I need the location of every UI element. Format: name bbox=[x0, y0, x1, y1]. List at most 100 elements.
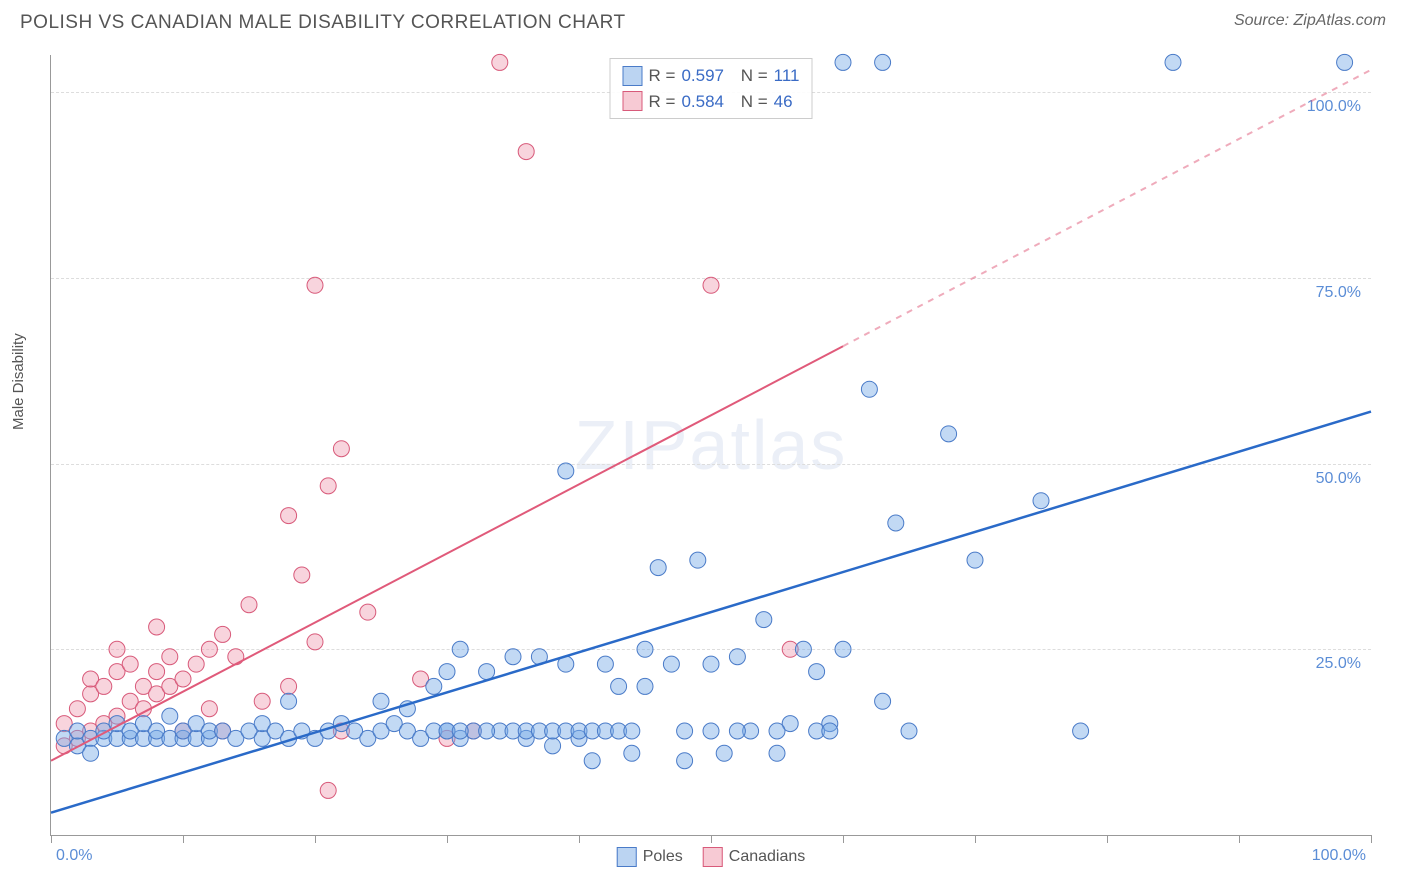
data-point bbox=[677, 753, 693, 769]
data-point bbox=[703, 656, 719, 672]
x-tick bbox=[1239, 835, 1240, 843]
data-point bbox=[809, 664, 825, 680]
legend-item-poles: Poles bbox=[617, 847, 683, 867]
data-point bbox=[835, 641, 851, 657]
stat-n-label: N = bbox=[741, 63, 768, 89]
data-point bbox=[307, 634, 323, 650]
stats-row-poles: R = 0.597 N = 111 bbox=[623, 63, 800, 89]
series-legend: Poles Canadians bbox=[617, 847, 806, 867]
data-point bbox=[624, 723, 640, 739]
data-point bbox=[333, 441, 349, 457]
stats-legend-box: R = 0.597 N = 111 R = 0.584 N = 46 bbox=[610, 58, 813, 119]
data-point bbox=[875, 693, 891, 709]
x-tick bbox=[51, 835, 52, 843]
data-point bbox=[597, 656, 613, 672]
data-point bbox=[835, 54, 851, 70]
data-point bbox=[888, 515, 904, 531]
data-point bbox=[149, 664, 165, 680]
x-axis-max-label: 100.0% bbox=[1312, 847, 1366, 865]
data-point bbox=[122, 656, 138, 672]
data-point bbox=[769, 745, 785, 761]
legend-label: Canadians bbox=[729, 848, 806, 866]
data-point bbox=[703, 723, 719, 739]
data-point bbox=[281, 678, 297, 694]
data-point bbox=[518, 144, 534, 160]
data-point bbox=[241, 597, 257, 613]
swatch-icon bbox=[703, 847, 723, 867]
data-point bbox=[201, 701, 217, 717]
data-point bbox=[215, 626, 231, 642]
source-attribution: Source: ZipAtlas.com bbox=[1234, 12, 1386, 30]
swatch-icon bbox=[623, 66, 643, 86]
data-point bbox=[822, 723, 838, 739]
data-point bbox=[69, 701, 85, 717]
data-point bbox=[624, 745, 640, 761]
data-point bbox=[149, 619, 165, 635]
data-point bbox=[281, 508, 297, 524]
data-point bbox=[175, 671, 191, 687]
data-point bbox=[729, 723, 745, 739]
data-point bbox=[663, 656, 679, 672]
legend-item-canadians: Canadians bbox=[703, 847, 806, 867]
data-point bbox=[901, 723, 917, 739]
data-point bbox=[96, 678, 112, 694]
data-point bbox=[426, 678, 442, 694]
data-point bbox=[162, 649, 178, 665]
data-point bbox=[769, 723, 785, 739]
data-point bbox=[756, 612, 772, 628]
legend-label: Poles bbox=[643, 848, 683, 866]
y-axis-label: Male Disability bbox=[10, 333, 27, 430]
x-tick bbox=[447, 835, 448, 843]
x-tick bbox=[1371, 835, 1372, 843]
data-point bbox=[479, 723, 495, 739]
swatch-icon bbox=[617, 847, 637, 867]
data-point bbox=[703, 277, 719, 293]
data-point bbox=[1073, 723, 1089, 739]
data-point bbox=[677, 723, 693, 739]
swatch-icon bbox=[623, 91, 643, 111]
x-tick bbox=[975, 835, 976, 843]
x-tick bbox=[1107, 835, 1108, 843]
data-point bbox=[637, 641, 653, 657]
stat-r-value: 0.584 bbox=[681, 89, 724, 115]
data-point bbox=[545, 738, 561, 754]
x-tick bbox=[843, 835, 844, 843]
data-point bbox=[716, 745, 732, 761]
data-point bbox=[611, 678, 627, 694]
stat-r-value: 0.597 bbox=[681, 63, 724, 89]
data-point bbox=[228, 649, 244, 665]
data-point bbox=[637, 678, 653, 694]
data-point bbox=[875, 54, 891, 70]
stat-n-value: 111 bbox=[774, 63, 800, 89]
data-point bbox=[452, 641, 468, 657]
data-point bbox=[452, 723, 468, 739]
data-point bbox=[558, 463, 574, 479]
data-point bbox=[650, 560, 666, 576]
data-point bbox=[320, 478, 336, 494]
data-point bbox=[320, 782, 336, 798]
stat-r-label: R = bbox=[649, 89, 676, 115]
stat-r-label: R = bbox=[649, 63, 676, 89]
data-point bbox=[1033, 493, 1049, 509]
trend-line-dashed bbox=[843, 70, 1371, 346]
data-point bbox=[941, 426, 957, 442]
stats-row-canadians: R = 0.584 N = 46 bbox=[623, 89, 800, 115]
trend-line bbox=[51, 346, 843, 761]
data-point bbox=[307, 277, 323, 293]
x-tick bbox=[711, 835, 712, 843]
plot-area: ZIPatlas 25.0%50.0%75.0%100.0% R = 0.597… bbox=[50, 55, 1371, 836]
chart-container: ZIPatlas 25.0%50.0%75.0%100.0% R = 0.597… bbox=[50, 55, 1370, 835]
data-point bbox=[254, 693, 270, 709]
chart-title: POLISH VS CANADIAN MALE DISABILITY CORRE… bbox=[20, 12, 626, 34]
data-point bbox=[729, 649, 745, 665]
data-point bbox=[201, 641, 217, 657]
data-point bbox=[967, 552, 983, 568]
scatter-svg bbox=[51, 55, 1371, 835]
stat-n-value: 46 bbox=[774, 89, 793, 115]
data-point bbox=[479, 664, 495, 680]
data-point bbox=[439, 664, 455, 680]
stat-n-label: N = bbox=[741, 89, 768, 115]
data-point bbox=[373, 693, 389, 709]
data-point bbox=[1337, 54, 1353, 70]
data-point bbox=[584, 753, 600, 769]
